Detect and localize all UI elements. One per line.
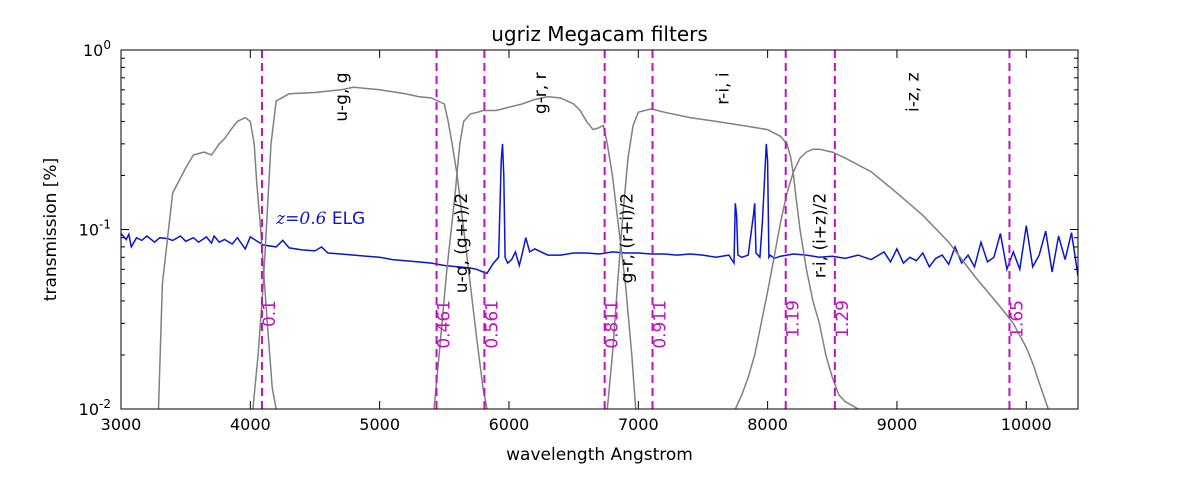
plot-frame (120, 49, 1079, 410)
y-tick-label: 10-1 (79, 218, 111, 240)
y-tick-label: 100 (83, 38, 111, 60)
y-axis-title: transmission [%] (41, 158, 61, 301)
color-annotation: u-g, g (332, 72, 352, 121)
filter-curve-u (157, 116, 277, 409)
x-tick-label: 4000 (230, 415, 271, 434)
x-tick-label: 5000 (359, 415, 400, 434)
x-tick-label: 7000 (618, 415, 659, 434)
redshift-label: 1.19 (784, 300, 804, 338)
color-annotation: g-r, (r+i)/2 (618, 193, 638, 284)
redshift-label: 1.65 (1007, 300, 1027, 338)
filter-curve-g (252, 86, 488, 409)
filter-curve-i (606, 108, 859, 409)
color-annotation: g-r, r (531, 72, 551, 114)
x-tick-label: 8000 (747, 415, 788, 434)
filter-curve-z (734, 148, 1050, 409)
color-annotation: u-g, (g+r)/2 (452, 193, 472, 293)
y-tick-label: 10-2 (79, 397, 111, 419)
x-tick-label: 6000 (489, 415, 530, 434)
redshift-label: 0.461 (435, 300, 455, 349)
x-tick-label: 9000 (877, 415, 918, 434)
x-tick-label: 3000 (101, 415, 142, 434)
x-axis-title: wavelength Angstrom (506, 445, 693, 465)
redshift-label: 1.29 (833, 300, 853, 338)
color-annotation: i-z, z (903, 72, 923, 112)
redshift-label: 0.1 (260, 300, 280, 327)
elg-spectrum-line (121, 143, 1078, 277)
redshift-label: 0.811 (603, 300, 623, 349)
color-annotation: r-i, i (713, 72, 733, 104)
elg-label: z=0.6 ELG (275, 209, 365, 229)
chart-title: ugriz Megacam filters (491, 22, 708, 46)
color-annotation: r-i, (i+z)/2 (810, 193, 830, 278)
filter-curve-r (433, 95, 637, 409)
redshift-label: 0.561 (482, 300, 502, 349)
x-tick-label: 10000 (1001, 415, 1052, 434)
redshift-label: 0.911 (651, 300, 671, 349)
